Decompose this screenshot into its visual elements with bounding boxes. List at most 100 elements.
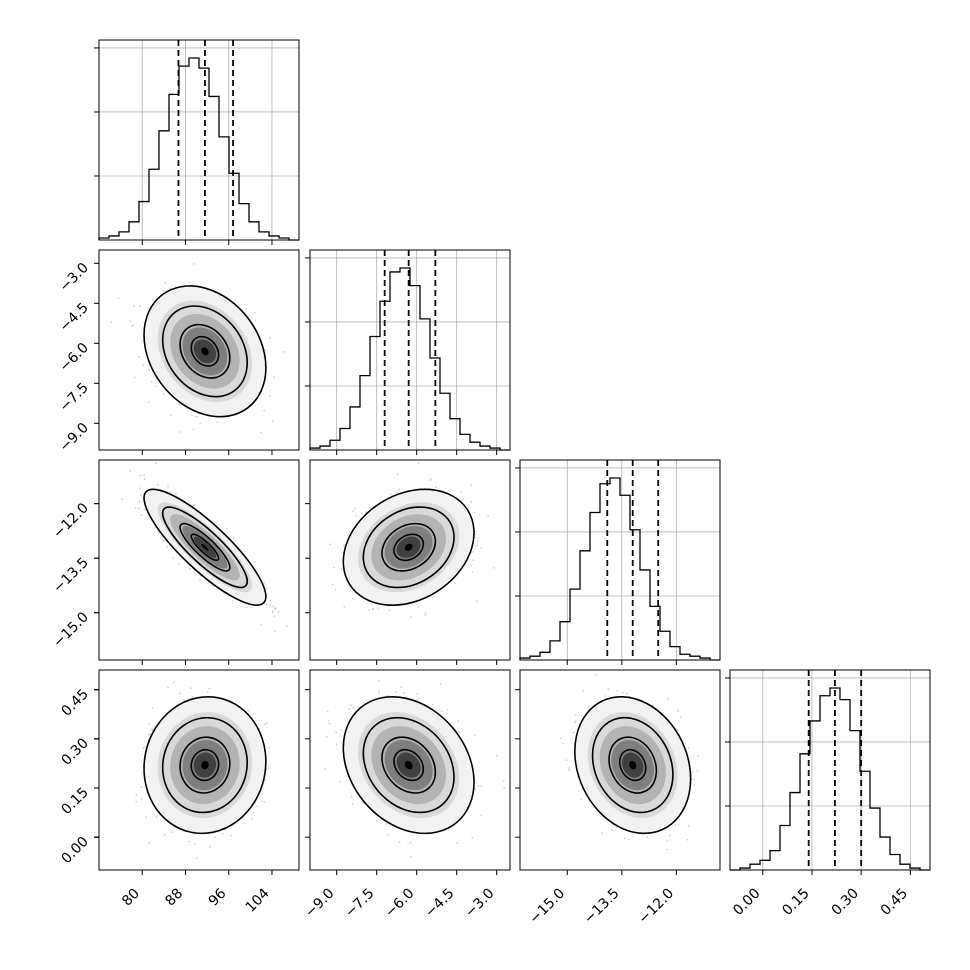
scatter-point — [269, 599, 272, 602]
scatter-point — [333, 566, 336, 569]
scatter-point — [193, 504, 196, 507]
scatter-point — [225, 527, 228, 530]
scatter-point — [334, 588, 337, 591]
scatter-point — [148, 841, 151, 844]
scatter-point — [232, 537, 235, 539]
contour-line — [179, 522, 231, 572]
scatter-point — [492, 567, 495, 569]
scatter-point — [473, 511, 476, 514]
scatter-point — [277, 611, 280, 613]
scatter-point — [199, 579, 201, 582]
scatter-point — [340, 729, 343, 731]
scatter-point — [274, 630, 277, 632]
histogram-panel-3: 0.00 0.15 0.30 0.45 — [725, 669, 931, 919]
scatter-point — [179, 692, 182, 695]
y-tick-label: −7.5 — [56, 380, 91, 415]
scatter-point — [472, 559, 475, 562]
scatter-point — [339, 735, 342, 738]
histogram-panel-2 — [515, 459, 721, 665]
scatter-point — [152, 298, 154, 301]
x-tick-label: 96 — [206, 885, 230, 909]
scatter-point — [120, 452, 122, 454]
scatter-point — [429, 478, 432, 480]
contour-line — [190, 748, 220, 782]
histogram-panel-0 — [94, 39, 300, 245]
density-level — [404, 543, 413, 551]
scatter-point — [377, 679, 380, 682]
y-tick-label: −4.5 — [56, 300, 91, 335]
scatter-point — [417, 462, 420, 465]
histogram-frame — [98, 39, 300, 241]
scatter-point — [154, 384, 157, 387]
scatter-point — [388, 609, 391, 612]
scatter-point — [286, 625, 288, 628]
scatter-point — [265, 603, 268, 606]
scatter-point — [396, 473, 399, 476]
scatter-point — [208, 687, 211, 690]
scatter-point — [150, 380, 153, 383]
scatter-point — [416, 698, 419, 701]
scatter-point — [170, 414, 172, 416]
scatter-point — [162, 392, 165, 395]
scatter-point — [352, 510, 355, 513]
scatter-point — [253, 561, 256, 564]
scatter-point — [221, 832, 224, 835]
scatter-point — [327, 719, 330, 722]
scatter-point — [372, 607, 375, 610]
y-tick-label: −12.0 — [50, 500, 92, 542]
scatter-point — [135, 793, 138, 796]
scatter-point — [272, 605, 275, 608]
scatter-point — [263, 581, 266, 584]
scatter-point — [188, 281, 191, 284]
scatter-point — [267, 746, 270, 749]
scatter-point — [190, 414, 193, 417]
scatter-point — [248, 710, 250, 712]
scatter-point — [139, 474, 142, 477]
scatter-point — [282, 350, 285, 353]
scatter-point — [390, 493, 392, 496]
y-tick-label: −9.0 — [56, 420, 91, 455]
scatter-point — [206, 691, 209, 694]
scatter-point — [147, 734, 150, 736]
scatter-point — [144, 816, 147, 819]
scatter-point — [140, 798, 143, 800]
scatter-point — [138, 356, 141, 358]
scatter-point — [192, 504, 195, 507]
scatter-point — [354, 507, 356, 510]
scatter-point — [394, 491, 396, 493]
scatter-point — [435, 486, 438, 489]
scatter-point — [364, 511, 367, 514]
panel-frame — [98, 669, 300, 871]
y-tick-label: −6.0 — [56, 340, 91, 375]
scatter-point — [371, 602, 374, 605]
scatter-point — [154, 462, 157, 465]
scatter-point — [273, 608, 276, 610]
scatter-point — [470, 501, 473, 504]
scatter-point — [266, 587, 268, 590]
scatter-point — [188, 567, 191, 570]
scatter-point — [243, 822, 246, 824]
scatter-point — [398, 488, 401, 491]
contour-line — [393, 533, 425, 562]
scatter-point — [252, 811, 255, 814]
scatter-point — [409, 855, 412, 858]
scatter-point — [351, 598, 354, 600]
scatter-panel-1-3: −9.0 −7.5 −6.0 −4.5 −3.0 — [94, 669, 511, 921]
contour-line — [362, 506, 455, 589]
contour-line — [342, 488, 475, 606]
scatter-point — [250, 606, 253, 609]
scatter-point — [164, 281, 167, 284]
scatter-point — [335, 743, 338, 746]
scatter-point — [143, 474, 145, 477]
scatter-point — [273, 615, 276, 618]
y-tick-label: 0.15 — [58, 785, 91, 818]
y-tick-label: 0.30 — [58, 735, 91, 768]
panel-content — [324, 679, 506, 858]
panel-content — [110, 262, 285, 434]
panel-content — [135, 681, 270, 859]
scatter-point — [260, 623, 263, 626]
scatter-point — [476, 544, 479, 547]
scatter-point — [480, 785, 483, 788]
y-tick-label: 0.45 — [58, 686, 91, 719]
scatter-point — [377, 607, 380, 609]
